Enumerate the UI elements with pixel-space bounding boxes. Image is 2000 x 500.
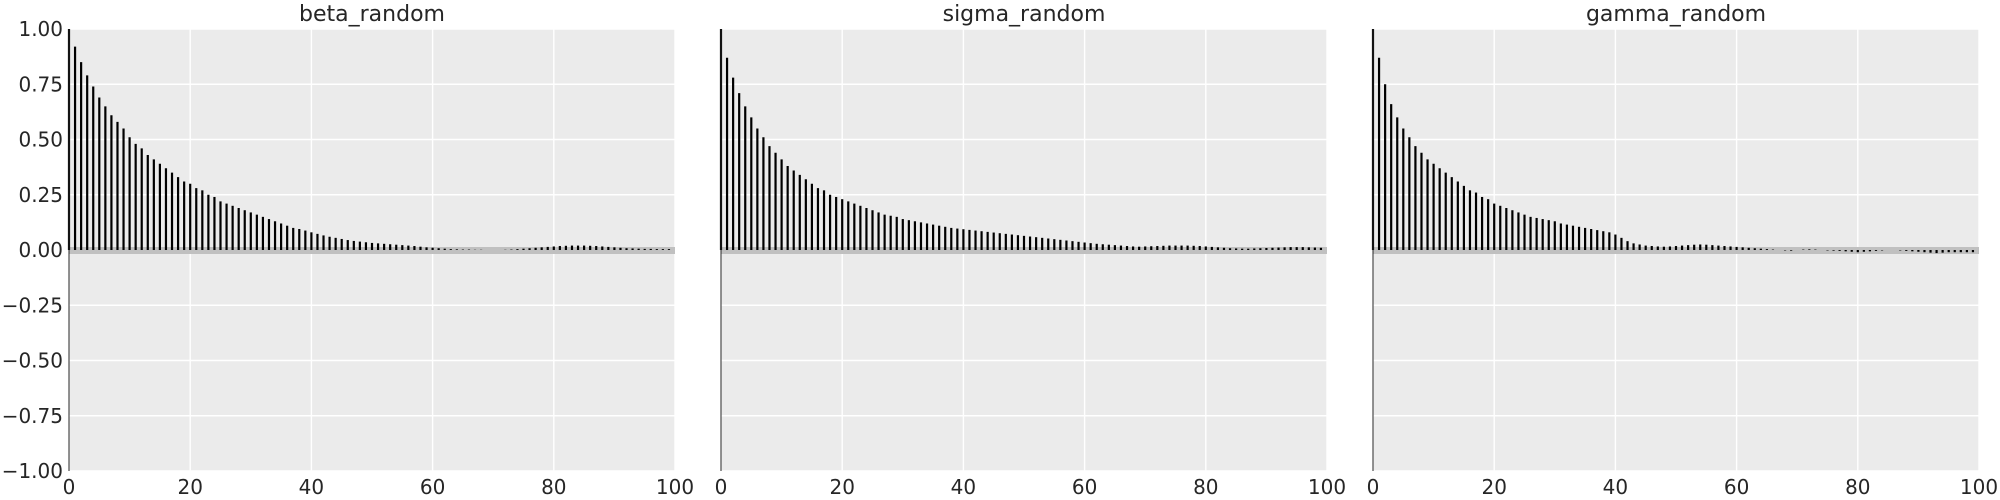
x-tick-label: 60 [420,475,445,499]
y-tick-label: 1.00 [18,17,63,41]
panel-title: beta_random [299,2,445,27]
x-tick-label: 100 [656,475,694,499]
y-tick-label: 0.75 [18,72,63,96]
y-tick-label: 0.50 [18,128,63,152]
x-tick-label: 20 [829,475,854,499]
y-tick-label: 0.25 [18,183,63,207]
zero-reference-band [69,247,675,254]
x-tick-label: 0 [715,475,728,499]
x-tick-label: 100 [1308,475,1346,499]
x-tick-label: 60 [1724,475,1749,499]
y-tick-label: −0.25 [2,293,63,317]
x-tick-label: 0 [63,475,76,499]
x-tick-label: 80 [1193,475,1218,499]
x-tick-label: 80 [541,475,566,499]
panel-sigma_random: sigma_random 0 20 40 60 80 100 [715,2,1346,499]
y-tick-label: 0.00 [18,238,63,262]
zero-reference-band [721,247,1327,254]
y-tick-label: −1.00 [2,459,63,483]
panel-title: gamma_random [1586,2,1766,27]
y-tick-label: −0.75 [2,404,63,428]
zero-reference-band [1373,247,1979,254]
panel-beta_random: beta_random 0 20 40 60 80 100 1.00 0.75 0.50 0.25 0… [2,2,694,499]
x-tick-label: 20 [1481,475,1506,499]
x-tick-label: 40 [951,475,976,499]
panel-title: sigma_random [943,2,1106,27]
y-tick-label: −0.50 [2,349,63,373]
x-tick-label: 40 [299,475,324,499]
x-tick-label: 20 [177,475,202,499]
x-tick-label: 100 [1960,475,1998,499]
x-tick-label: 60 [1072,475,1097,499]
x-tick-label: 40 [1603,475,1628,499]
x-tick-label: 80 [1845,475,1870,499]
x-tick-label: 0 [1367,475,1380,499]
panel-gamma_random: gamma_random 0 20 40 60 80 100 [1367,2,1998,499]
